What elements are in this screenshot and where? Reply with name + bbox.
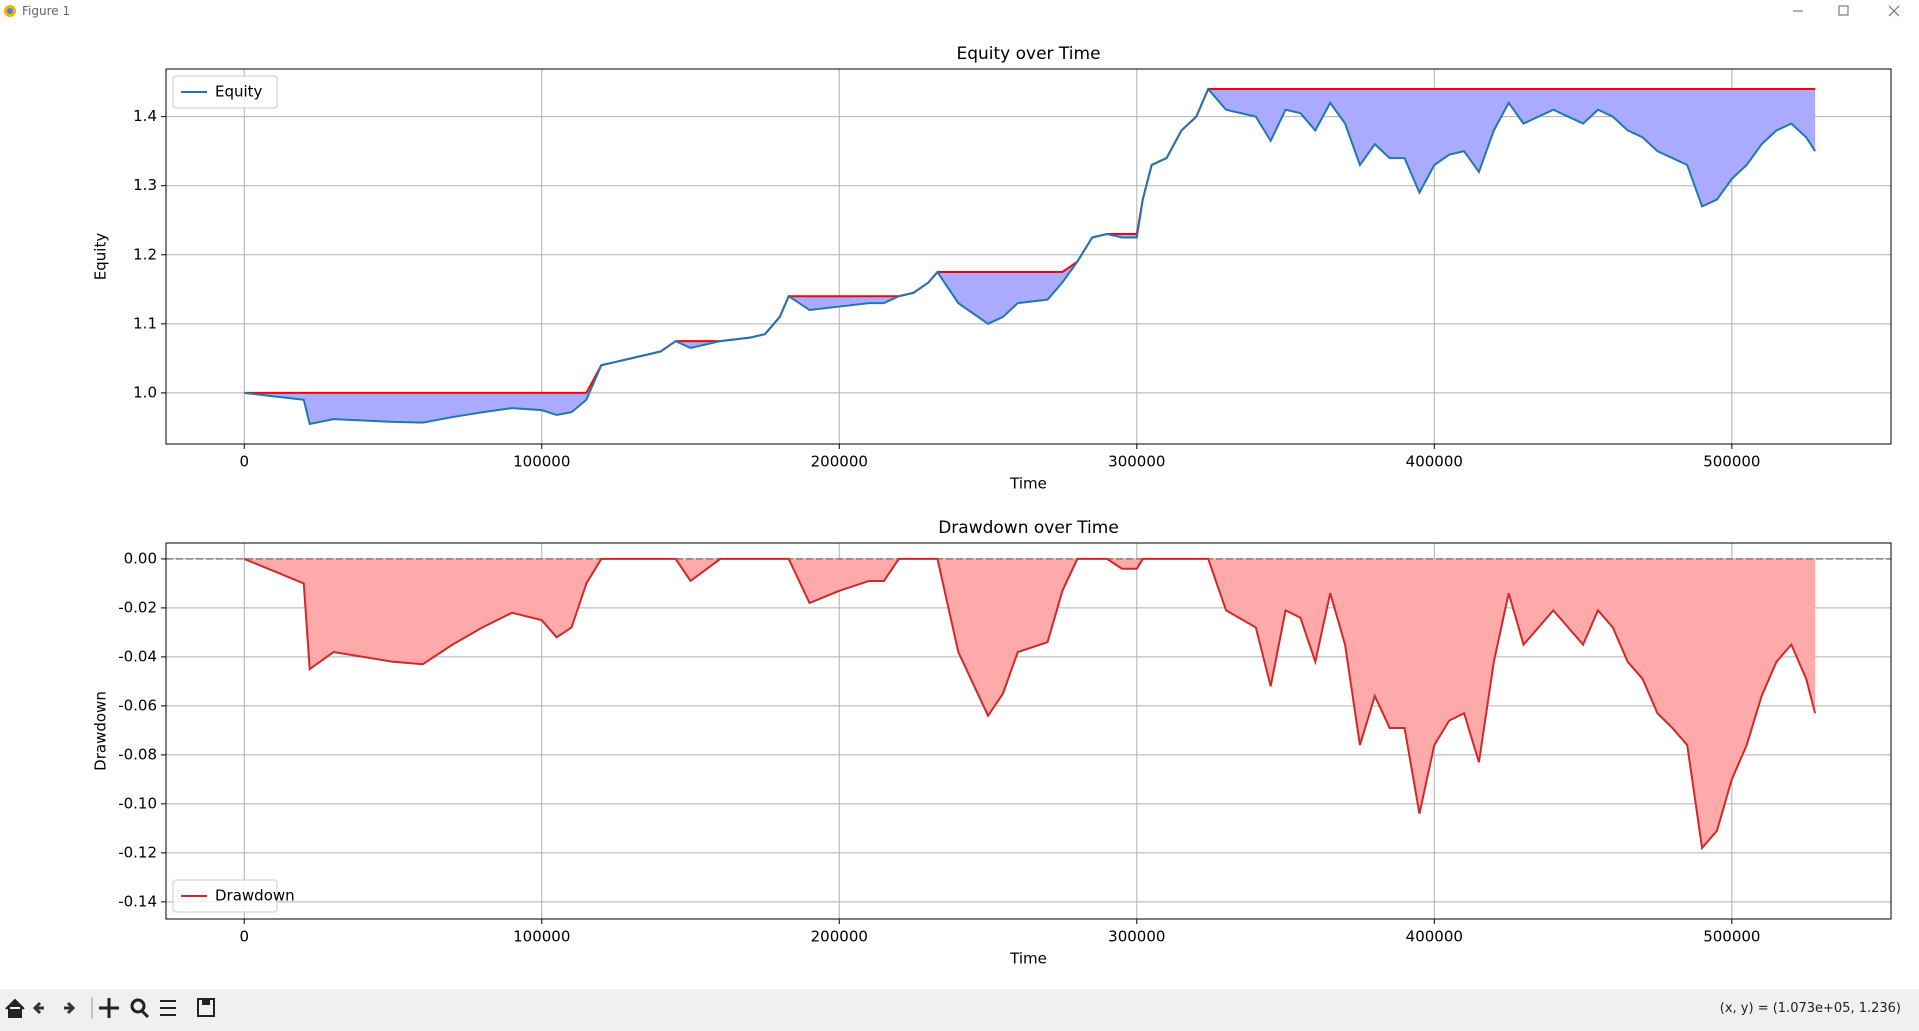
x-tick-label: 400000 xyxy=(1406,453,1463,471)
x-axis-label: Time xyxy=(1009,950,1047,968)
series-line xyxy=(243,557,1817,851)
y-tick-label: 1.2 xyxy=(133,245,157,263)
legend-label: Equity xyxy=(215,83,263,101)
y-tick-label: -0.10 xyxy=(118,794,157,812)
legend-label: Drawdown xyxy=(215,887,295,905)
y-tick-label: -0.08 xyxy=(118,745,157,763)
axes-frame xyxy=(165,68,1892,445)
plot-area xyxy=(166,69,1891,444)
x-tick-label: 0 xyxy=(239,453,249,471)
x-tick-label: 0 xyxy=(239,928,249,946)
title-bar: Figure 1 xyxy=(0,0,1919,22)
legend-box xyxy=(172,879,278,913)
y-axis-label: Drawdown xyxy=(92,691,110,771)
x-tick-label: 300000 xyxy=(1108,928,1165,946)
x-tick-label: 100000 xyxy=(513,928,570,946)
drawdown-fill xyxy=(244,89,1816,424)
status-text: (x, y) = (1.073e+05, 1.236) xyxy=(1719,1001,1901,1016)
window-title: Figure 1 xyxy=(22,4,71,18)
x-tick-label: 200000 xyxy=(811,453,868,471)
y-tick-label: 1.1 xyxy=(133,314,157,332)
chart-title: Equity over Time xyxy=(956,44,1100,64)
axes-frame xyxy=(165,542,1892,920)
x-tick-label: 400000 xyxy=(1406,928,1463,946)
y-tick-label: 1.4 xyxy=(133,107,157,125)
y-tick-label: 1.0 xyxy=(133,383,157,401)
chart-title: Drawdown over Time xyxy=(938,518,1119,538)
toolbar-buttons[interactable] xyxy=(0,989,220,1027)
legend-box xyxy=(172,75,278,109)
x-tick-label: 500000 xyxy=(1703,928,1760,946)
y-tick-label: -0.12 xyxy=(118,843,157,861)
y-tick-label: -0.06 xyxy=(118,696,157,714)
series-line xyxy=(244,87,1816,426)
toolbar: (x, y) = (1.073e+05, 1.236) xyxy=(0,989,1919,1027)
x-tick-label: 300000 xyxy=(1108,453,1165,471)
y-tick-label: -0.04 xyxy=(118,647,157,665)
plot-content xyxy=(244,87,1816,426)
x-tick-label: 500000 xyxy=(1703,453,1760,471)
plot-content xyxy=(166,557,1891,851)
app-icon xyxy=(4,5,16,17)
x-tick-label: 100000 xyxy=(513,453,570,471)
x-axis-label: Time xyxy=(1009,475,1047,493)
y-axis-label: Equity xyxy=(92,233,110,281)
y-tick-label: -0.02 xyxy=(118,598,157,616)
window-controls[interactable] xyxy=(1779,0,1919,22)
x-tick-label: 200000 xyxy=(811,928,868,946)
drawdown-fill xyxy=(244,558,1816,848)
figure: Equity over Time 0 100000 200000 300000 40000… xyxy=(0,22,1919,989)
y-tick-label: -0.14 xyxy=(118,892,157,910)
y-tick-label: 1.3 xyxy=(133,176,157,194)
y-tick-label: 0.00 xyxy=(124,549,157,567)
